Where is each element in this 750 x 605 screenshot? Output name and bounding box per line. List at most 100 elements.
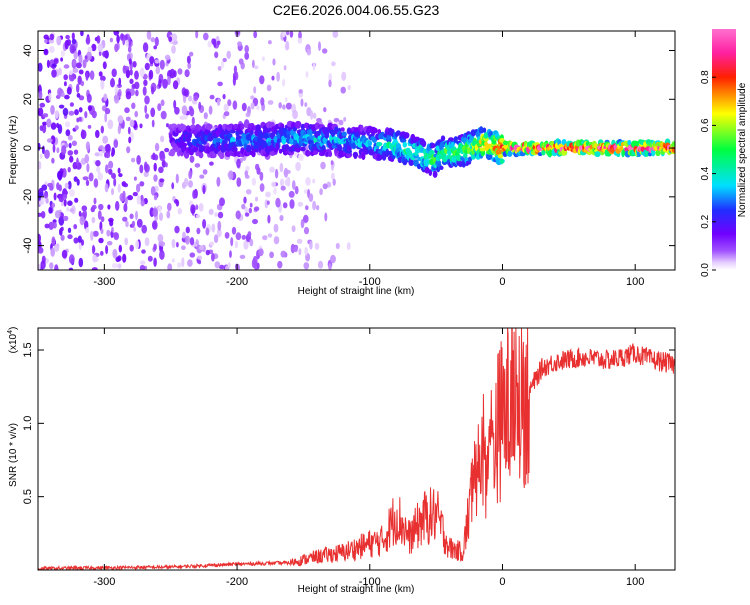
spectrogram-cell	[108, 160, 114, 169]
spectrogram-cell	[253, 31, 258, 39]
spectrogram-cell	[485, 152, 493, 161]
spectrogram-cell	[258, 248, 264, 257]
spectrogram-cell	[203, 112, 208, 120]
spectrogram-cell	[252, 218, 258, 225]
spectrogram-cell	[136, 183, 141, 193]
spectrogram-cell	[100, 250, 104, 256]
spectrogram-cell	[47, 182, 53, 188]
spectrogram-cell	[158, 78, 162, 89]
spectrogram-cell	[249, 202, 253, 208]
spectrogram-cell	[235, 31, 241, 35]
spectrogram-cell	[84, 111, 88, 119]
spectrogram-cell	[322, 183, 328, 190]
spectrogram-cell	[194, 163, 201, 168]
spectrogram-cell	[319, 188, 323, 196]
spectrogram-cell	[400, 138, 407, 143]
spectrogram-cell	[195, 31, 199, 39]
spectrogram-cell	[671, 141, 675, 148]
spectrogram-cell	[189, 107, 195, 117]
spectrogram-cell	[78, 54, 83, 64]
spectrogram-cell	[51, 236, 56, 246]
spectrogram-cell	[123, 183, 129, 188]
spectrogram-cell	[150, 186, 156, 196]
spectrogram-cell	[111, 77, 115, 88]
spectrogram-cell	[282, 202, 288, 209]
spectrogram-cell	[127, 126, 131, 135]
spectrogram-cell	[185, 137, 192, 142]
spectrogram-cell	[65, 129, 71, 137]
spectrogram-cell	[98, 203, 104, 211]
spectrogram-cell	[106, 240, 113, 246]
spectrogram-cell	[189, 51, 194, 57]
spectrogram-cell	[243, 239, 249, 250]
spectrogram-cell	[139, 260, 146, 266]
spectrogram-cell	[187, 131, 192, 139]
spectrogram-cell	[62, 190, 68, 196]
spectrogram-cell	[127, 46, 132, 53]
spectrogram-cell	[149, 56, 155, 65]
snr-xlabel: Height of straight line (km)	[298, 584, 415, 595]
snr-xtick-label: 100	[626, 576, 644, 588]
spectrogram-cell	[203, 32, 209, 41]
spectrogram-cell	[195, 214, 201, 219]
spectrogram-cell	[367, 140, 373, 147]
spectrogram-cell	[46, 118, 52, 128]
spectrogram-cell	[82, 176, 89, 181]
spectrogram-cell	[155, 66, 161, 75]
spectrogram-cell	[60, 226, 64, 232]
spectrogram-cell	[297, 201, 304, 207]
spectrogram-cell	[38, 142, 41, 151]
spectrogram-cell	[393, 137, 398, 143]
spectrogram-cell	[320, 161, 326, 170]
spectrogram-cell	[76, 157, 79, 168]
spectrogram-cell	[73, 237, 79, 244]
spectrogram-cell	[67, 166, 71, 173]
spectrogram-cell	[135, 240, 140, 250]
spectrogram-cell	[235, 210, 241, 220]
spectrogram-cell	[205, 227, 210, 236]
spectrogram-cell	[102, 146, 106, 153]
spectrogram-cell	[184, 151, 190, 159]
spectrogram-cell	[166, 210, 171, 219]
spectrogram-cell	[249, 238, 254, 247]
spectrogram-cell	[507, 150, 513, 157]
spectrogram-cell	[298, 248, 302, 256]
spectrogram-cell	[262, 235, 268, 241]
spectrogram-cell	[284, 179, 289, 186]
spectrogram-cell	[343, 117, 347, 122]
spectrogram-cell	[154, 59, 160, 64]
spectrogram-cell	[60, 57, 63, 62]
spectrogram-cell	[364, 149, 369, 155]
spectrogram-cell	[266, 200, 270, 205]
spectrogram-cell	[207, 40, 212, 48]
spectrogram-cell	[113, 139, 119, 149]
spectrogram-cell	[38, 84, 42, 93]
spectrogram-cell	[303, 226, 310, 235]
spectrogram-cell	[53, 58, 59, 64]
spectrogram-cell	[182, 231, 186, 239]
snr-y-multiplier: (x104)	[7, 327, 19, 354]
spectrogram-cell	[133, 226, 137, 232]
spectrogram-cell	[63, 74, 68, 81]
spectrogram-cell	[245, 165, 250, 172]
spectrogram-cell	[294, 186, 299, 195]
colorbar: 0.0 0.2 0.4 0.6 0.8 Normalized spectral ampl…	[700, 29, 748, 277]
spectrogram-cell	[352, 151, 359, 158]
spectrogram-cell	[146, 31, 152, 40]
spectrogram-cell	[298, 89, 303, 94]
spectrogram-cell	[218, 264, 225, 270]
spectrogram-cell	[43, 192, 49, 199]
spectrogram-cell	[105, 164, 109, 174]
spectrogram-cell	[125, 39, 129, 47]
spectrogram-cell	[244, 45, 249, 54]
spectrogram-cell	[241, 203, 246, 210]
spectrogram-cell	[222, 93, 226, 100]
spectrogram-cell	[78, 257, 84, 268]
spectrogram-cell	[85, 71, 89, 81]
snr-xtick-label: 0	[499, 576, 505, 588]
spectrogram-cell	[244, 52, 250, 60]
spectrogram-cell	[53, 192, 57, 201]
spectrogram-cell	[177, 68, 183, 75]
spectrogram-cell	[188, 95, 193, 102]
spectrogram-cell	[135, 210, 138, 221]
